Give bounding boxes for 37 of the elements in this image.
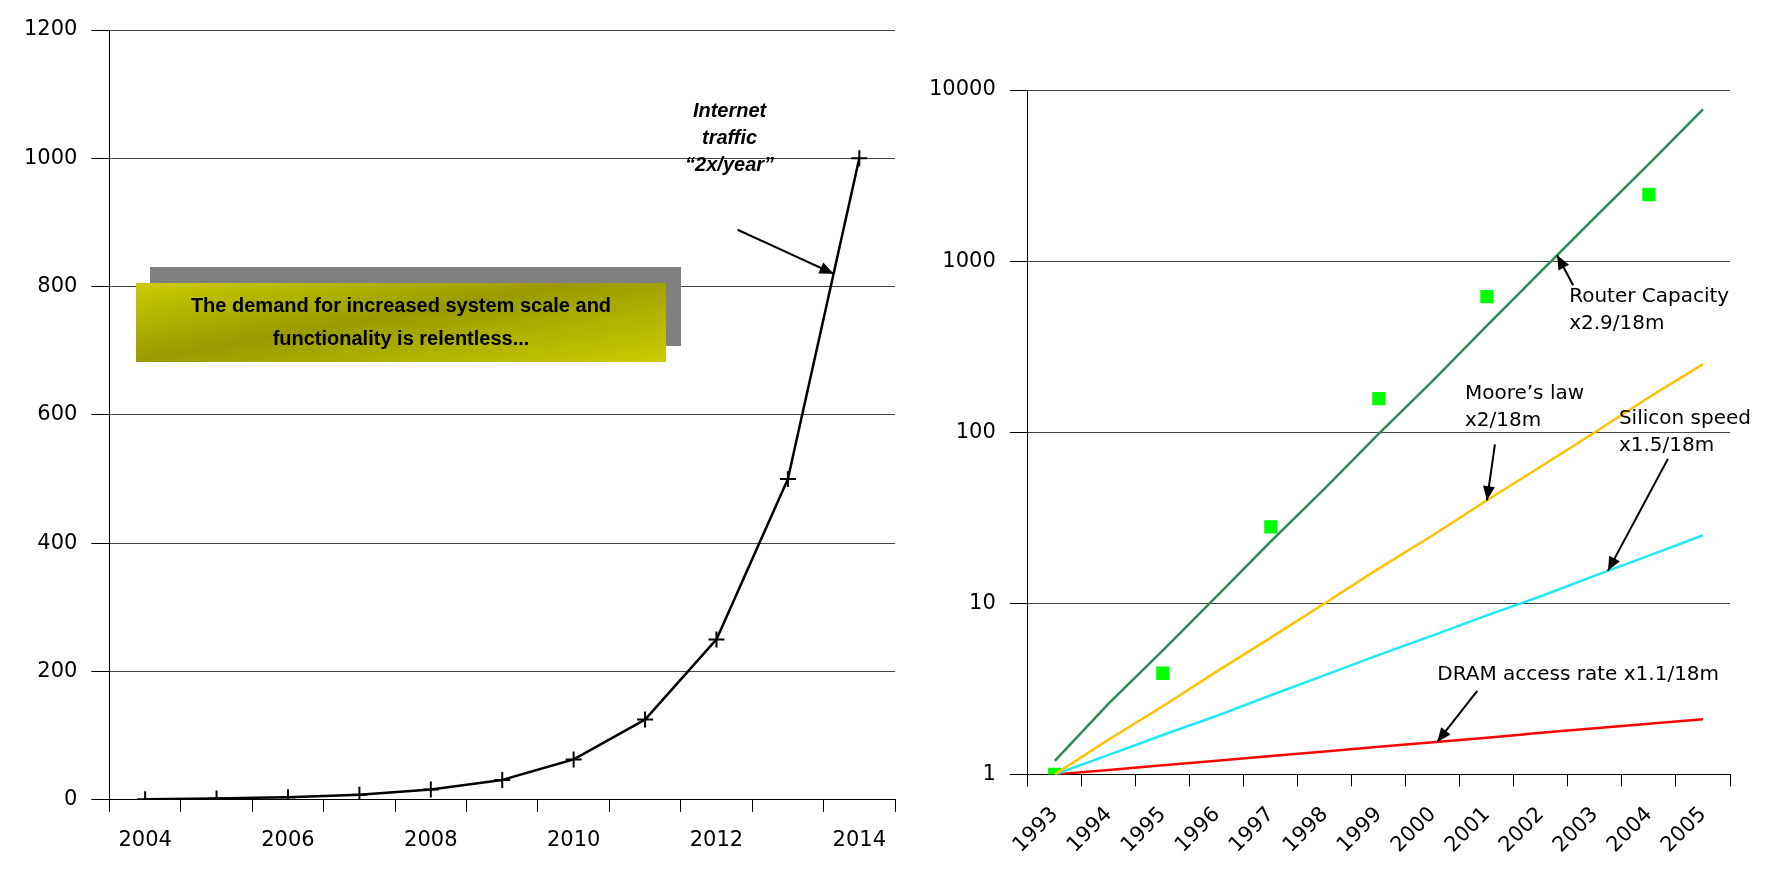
callout-box: The demand for increased system scale and functionality is relentless...: [136, 283, 666, 362]
y-tick-label: 1000: [23, 144, 78, 169]
point: [707, 630, 726, 649]
point: [493, 770, 512, 789]
x-tick-label: 2004: [118, 826, 172, 851]
y-tick-label: 0: [64, 786, 78, 811]
y-tick-label: 200: [37, 657, 78, 682]
point: [421, 780, 440, 799]
point: [1480, 289, 1494, 304]
y-tick-label: 800: [37, 273, 78, 298]
series-label: Moore’s law x2/18m: [1464, 380, 1585, 432]
y-tick-label: 1200: [23, 16, 78, 41]
x-tick-label: 2008: [404, 826, 458, 851]
point: [350, 785, 369, 800]
x-tick-label: 2014: [832, 826, 887, 851]
y-tick-label: 400: [37, 529, 78, 554]
point: [850, 149, 869, 168]
point: [778, 470, 797, 489]
y-tick-label: 600: [37, 401, 78, 426]
text: Silicon speed x1.5/18m: [1618, 405, 1751, 457]
point: [564, 750, 583, 769]
x-tick-label: 2012: [689, 826, 744, 851]
point: [1264, 520, 1278, 534]
series-label: DRAM access rate x1.1/18m: [1437, 661, 1720, 686]
point: [1642, 187, 1656, 202]
y-tick-label: 1: [982, 760, 996, 785]
series-label: Router Capacity x2.9/18m: [1569, 283, 1730, 335]
y-tick-label: 100: [955, 418, 996, 443]
y-tick-label: 10000: [928, 76, 996, 101]
point: [1372, 392, 1386, 406]
x-tick-label: 2010: [546, 826, 601, 851]
point: [1156, 666, 1170, 680]
x-tick-label: 2006: [261, 826, 315, 851]
point: [636, 710, 655, 729]
y-tick-label: 1000: [942, 247, 996, 272]
text: Internet traffic “2x/year”: [685, 99, 775, 176]
y-tick-label: 10: [969, 589, 996, 614]
